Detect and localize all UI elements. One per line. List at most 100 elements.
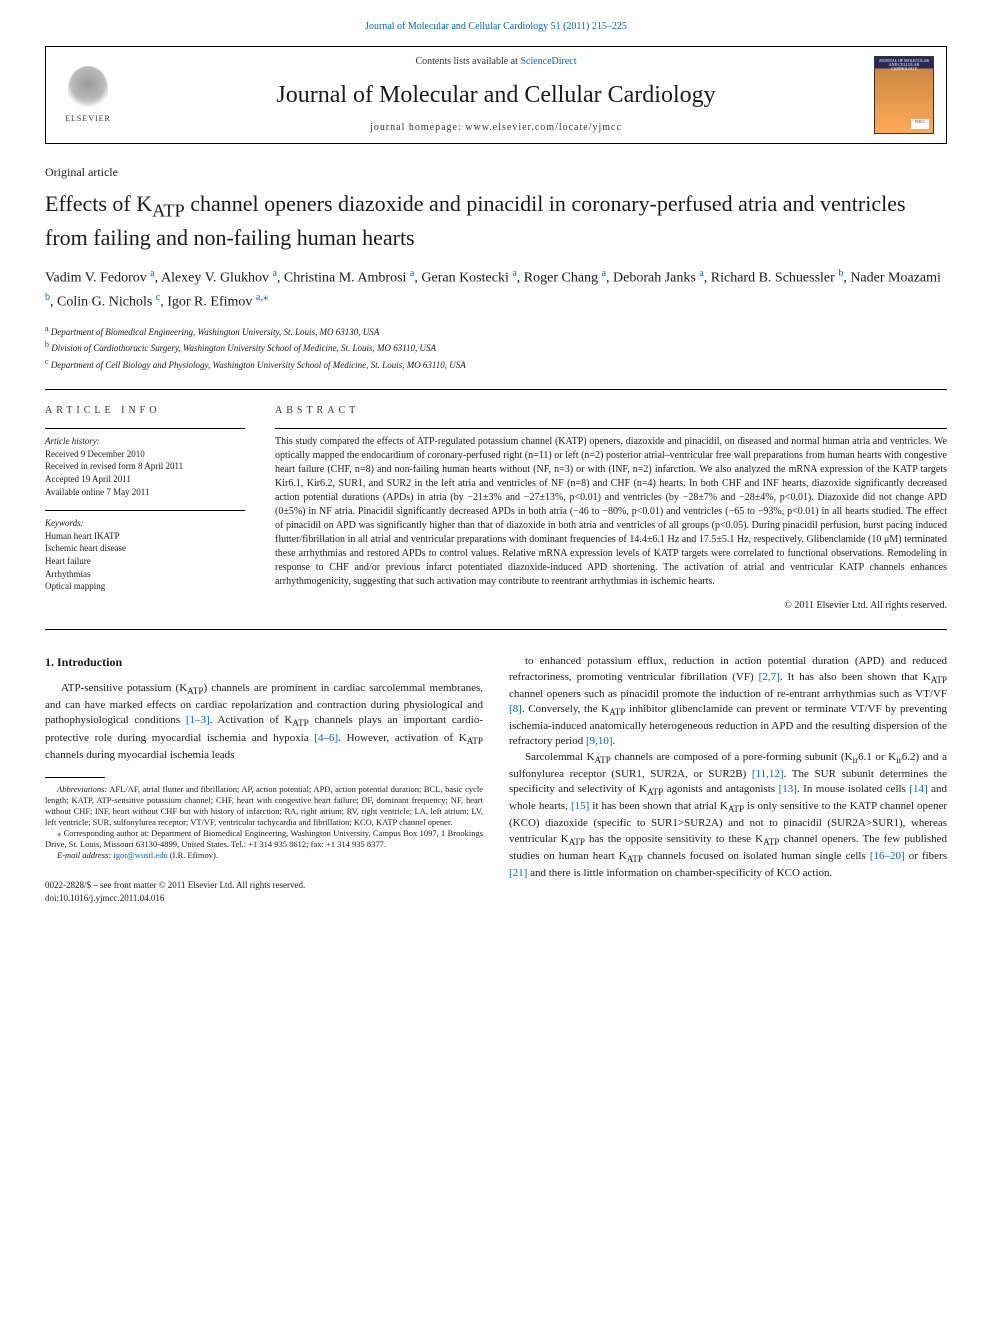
ref-link[interactable]: [8] — [509, 703, 522, 715]
elsevier-logo: ELSEVIER — [58, 60, 118, 130]
issn-doi: 0022-2828/$ – see front matter © 2011 El… — [45, 879, 305, 904]
abstract-copyright: © 2011 Elsevier Ltd. All rights reserved… — [275, 599, 947, 613]
keyword: Optical mapping — [45, 580, 245, 593]
ref-link[interactable]: [15] — [571, 800, 589, 812]
corresponding-star[interactable]: ⁎ — [263, 291, 269, 303]
cover-badge: JMCC — [911, 119, 929, 129]
cover-label: JOURNAL OF MOLECULAR AND CELLULAR CARDIO… — [877, 59, 931, 71]
article-title: Effects of KATP channel openers diazoxid… — [45, 190, 947, 252]
sub: ATP — [627, 854, 643, 864]
text: Sarcolemmal K — [525, 751, 595, 763]
keyword: Arrhythmias — [45, 568, 245, 581]
abbreviations-footnote: Abbreviations: AFL/AF, atrial flutter an… — [45, 784, 483, 828]
sub: ATP — [931, 675, 947, 685]
author: , Geran Kostecki — [414, 271, 512, 286]
keywords-label: Keywords: — [45, 517, 245, 530]
author: , Alexey V. Glukhov — [155, 271, 273, 286]
ref-link[interactable]: [4–6] — [314, 732, 338, 744]
sub: ATP — [467, 736, 483, 746]
elsevier-tree-icon — [68, 66, 108, 111]
text: . Activation of K — [210, 714, 293, 726]
email-link[interactable]: igor@wustl.edu — [113, 850, 167, 860]
author: Vadim V. Fedorov — [45, 271, 150, 286]
ref-link[interactable]: [21] — [509, 867, 527, 879]
footnote-block: Abbreviations: AFL/AF, atrial flutter an… — [45, 777, 483, 905]
text: . It has also been shown that K — [780, 671, 931, 683]
email-label: E-mail address: — [57, 850, 113, 860]
sub: ATP — [569, 837, 585, 847]
journal-citation-link[interactable]: Journal of Molecular and Cellular Cardio… — [45, 20, 947, 34]
aff-label: c — [45, 357, 49, 366]
email-footnote: E-mail address: igor@wustl.edu (I.R. Efi… — [45, 850, 483, 861]
title-part1: Effects of K — [45, 191, 152, 216]
ref-link[interactable]: [2,7] — [759, 671, 780, 683]
text: . However, activation of K — [338, 732, 467, 744]
text: channels focused on isolated human singl… — [643, 850, 870, 862]
abbrev-label: Abbreviations: — [57, 784, 107, 794]
keyword: Human heart IKATP — [45, 530, 245, 543]
text: and there is little information on chamb… — [527, 867, 832, 879]
text: . In mouse isolated cells — [797, 783, 909, 795]
article-type: Original article — [45, 164, 947, 181]
author: , Igor R. Efimov — [160, 295, 256, 310]
intro-heading: 1. Introduction — [45, 654, 483, 671]
info-abstract-row: article info Article history: Received 9… — [45, 390, 947, 613]
text: channels during myocardial ischemia lead… — [45, 749, 234, 761]
keyword: Heart failure — [45, 555, 245, 568]
author: , Deborah Janks — [606, 271, 699, 286]
ref-link[interactable]: [13] — [779, 783, 797, 795]
journal-name: Journal of Molecular and Cellular Cardio… — [118, 79, 874, 113]
title-sub: ATP — [152, 201, 185, 221]
text: it has been shown that atrial K — [589, 800, 728, 812]
homepage-line: journal homepage: www.elsevier.com/locat… — [118, 121, 874, 135]
issn-line: 0022-2828/$ – see front matter © 2011 El… — [45, 879, 305, 892]
text: . Conversely, the K — [522, 703, 609, 715]
sub: ATP — [595, 755, 611, 765]
author: , Colin G. Nichols — [50, 295, 156, 310]
keyword: Ischemic heart disease — [45, 542, 245, 555]
bottom-row: 0022-2828/$ – see front matter © 2011 El… — [45, 879, 483, 904]
ref-link[interactable]: [11,12] — [752, 768, 784, 780]
sub: ATP — [609, 707, 625, 717]
elsevier-label: ELSEVIER — [65, 113, 111, 124]
keywords-block: Keywords: Human heart IKATP Ischemic hea… — [45, 510, 245, 593]
author: , Nader Moazami — [843, 271, 941, 286]
footnotes: Abbreviations: AFL/AF, atrial flutter an… — [45, 784, 483, 861]
corr-text: Corresponding author at: Department of B… — [45, 828, 483, 849]
contents-line: Contents lists available at ScienceDirec… — [118, 55, 874, 69]
divider — [45, 629, 947, 630]
affiliations: a Department of Biomedical Engineering, … — [45, 323, 947, 372]
sciencedirect-link[interactable]: ScienceDirect — [520, 56, 576, 67]
homepage-prefix: journal homepage: — [370, 122, 465, 133]
sub: ATP — [763, 837, 779, 847]
body-paragraph: Sarcolemmal KATP channels are composed o… — [509, 750, 947, 881]
footnote-separator — [45, 777, 105, 778]
intro-paragraph: ATP-sensitive potassium (KATP) channels … — [45, 681, 483, 763]
text: has the opposite sensitivity to these K — [585, 833, 763, 845]
history-line: Available online 7 May 2011 — [45, 486, 245, 499]
affiliation-c: Department of Cell Biology and Physiolog… — [51, 360, 466, 370]
ref-link[interactable]: [14] — [909, 783, 927, 795]
journal-cover-thumbnail: JOURNAL OF MOLECULAR AND CELLULAR CARDIO… — [874, 56, 934, 134]
abstract-column: abstract This study compared the effects… — [275, 390, 947, 613]
author: , Richard B. Schuessler — [704, 271, 839, 286]
ref-link[interactable]: [16–20] — [870, 850, 905, 862]
ref-link[interactable]: [9,10] — [586, 735, 613, 747]
homepage-url[interactable]: www.elsevier.com/locate/yjmcc — [465, 122, 622, 133]
sub: ATP — [187, 686, 203, 696]
abstract-text: This study compared the effects of ATP-r… — [275, 428, 947, 589]
author: , Roger Chang — [517, 271, 602, 286]
text: channel openers such as pinacidil promot… — [509, 688, 947, 700]
abstract-head: abstract — [275, 404, 947, 418]
article-info-column: article info Article history: Received 9… — [45, 390, 245, 613]
author-list: Vadim V. Fedorov a, Alexey V. Glukhov a,… — [45, 266, 947, 312]
ref-link[interactable]: [1–3] — [186, 714, 210, 726]
aff-label: b — [45, 340, 49, 349]
text: ATP-sensitive potassium (K — [61, 682, 187, 694]
article-info-head: article info — [45, 404, 245, 418]
affiliation-a: Department of Biomedical Engineering, Wa… — [51, 327, 379, 337]
contents-prefix: Contents lists available at — [415, 56, 520, 67]
sub: ATP — [728, 804, 744, 814]
history-line: Accepted 19 April 2011 — [45, 473, 245, 486]
text: channels are composed of a pore-forming … — [611, 751, 853, 763]
